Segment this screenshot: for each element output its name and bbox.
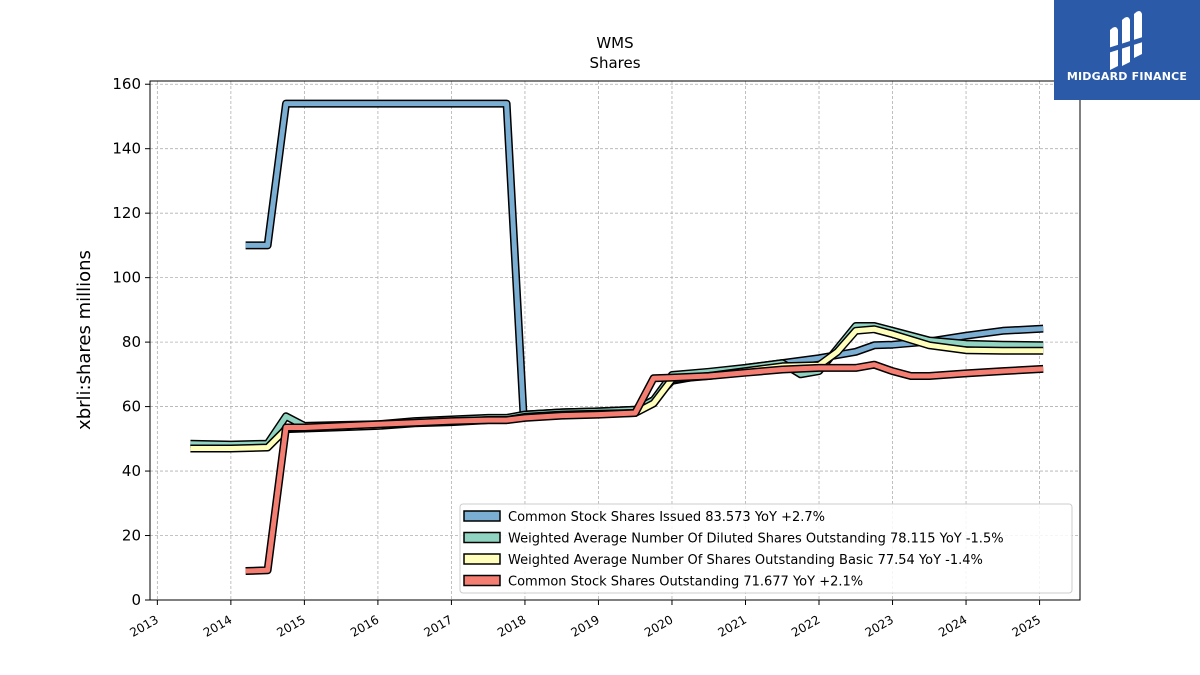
legend-box — [459, 503, 1073, 594]
legend-swatch — [463, 510, 501, 522]
logo-mark-icon — [1108, 11, 1146, 70]
logo-text: MIDGARD FINANCE — [1066, 70, 1188, 83]
series-layer — [190, 99, 1044, 575]
legend-label: Common Stock Shares Outstanding 71.677 Y… — [508, 575, 863, 590]
midgard-finance-logo: MIDGARD FINANCE — [1054, 0, 1200, 100]
x-tick-label: 2025 — [1010, 612, 1043, 639]
x-tick-label: 2022 — [789, 612, 822, 639]
x-tick-label: 2018 — [495, 612, 528, 639]
x-tick-label: 2016 — [348, 612, 381, 639]
y-tick-label: 140 — [112, 140, 141, 158]
x-tick-label: 2020 — [642, 612, 675, 639]
series-line-0 — [245, 101, 1044, 418]
legend-swatch — [463, 574, 501, 587]
legend-swatch — [463, 553, 501, 565]
chart-subtitle: Shares — [589, 54, 640, 72]
series-line-outline-0 — [245, 99, 1044, 419]
y-tick-label: 120 — [112, 204, 141, 222]
x-axis: 2013 2014 2015 2016 2017 2018 2019 2020 2021 2022… — [127, 600, 1043, 640]
legend-swatch — [463, 531, 501, 544]
legend-label: Common Stock Shares Issued 83.573 YoY +2… — [508, 510, 825, 525]
x-tick-label: 2023 — [863, 612, 896, 639]
series-line-3 — [245, 362, 1044, 574]
x-tick-label: 2014 — [201, 612, 234, 639]
y-tick-label: 160 — [112, 75, 141, 93]
x-tick-label: 2013 — [127, 612, 160, 639]
x-tick-label: 2021 — [716, 612, 749, 639]
y-tick-label: 60 — [122, 398, 141, 416]
x-tick-label: 2019 — [569, 612, 602, 639]
y-axis-label: xbrli:shares millions — [74, 250, 95, 430]
y-tick-label: 80 — [122, 333, 141, 351]
y-tick-label: 20 — [122, 527, 141, 545]
y-tick-label: 0 — [131, 591, 141, 609]
chart-title: WMS — [596, 34, 633, 52]
x-tick-label: 2015 — [274, 612, 307, 639]
legend: Common Stock Shares Issued 83.573 YoY +2… — [459, 503, 1073, 594]
y-tick-label: 100 — [112, 269, 141, 287]
y-tick-label: 40 — [122, 462, 141, 480]
x-tick-label: 2024 — [936, 612, 969, 639]
legend-label: Weighted Average Number Of Shares Outsta… — [508, 553, 983, 568]
legend-label: Weighted Average Number Of Diluted Share… — [508, 532, 1004, 547]
plot-frame — [149, 80, 1081, 601]
y-axis: 0 20 40 60 80 100 120 140 160 — [112, 75, 150, 609]
x-tick-label: 2017 — [421, 612, 454, 639]
